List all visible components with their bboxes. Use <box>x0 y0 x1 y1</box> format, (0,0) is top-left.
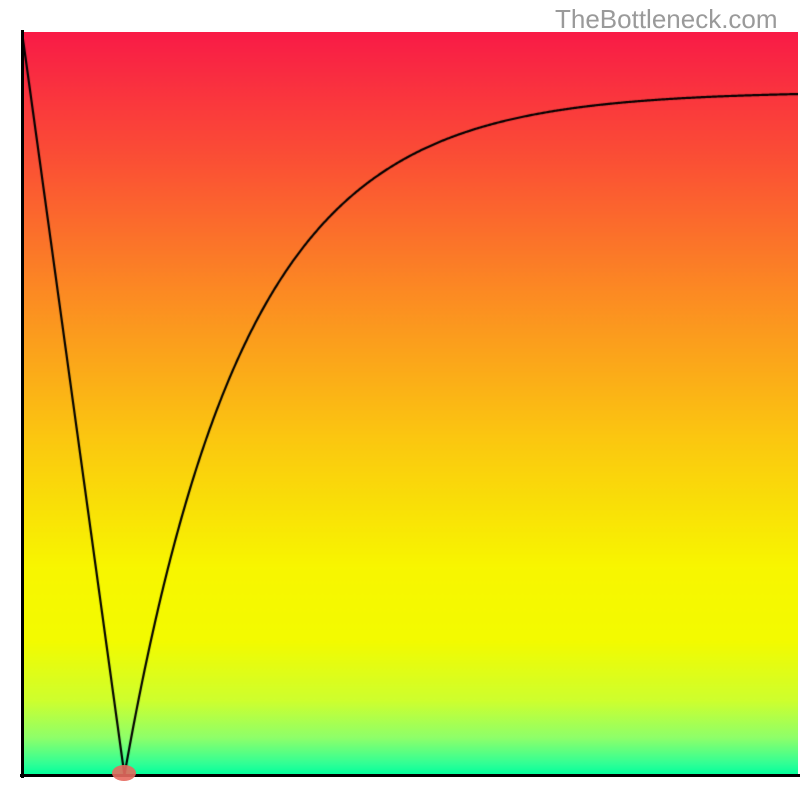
watermark-text: TheBottleneck.com <box>555 4 778 35</box>
dip-marker <box>112 765 136 781</box>
y-axis <box>21 30 24 778</box>
x-axis <box>20 774 800 777</box>
bottleneck-curve <box>22 32 798 775</box>
